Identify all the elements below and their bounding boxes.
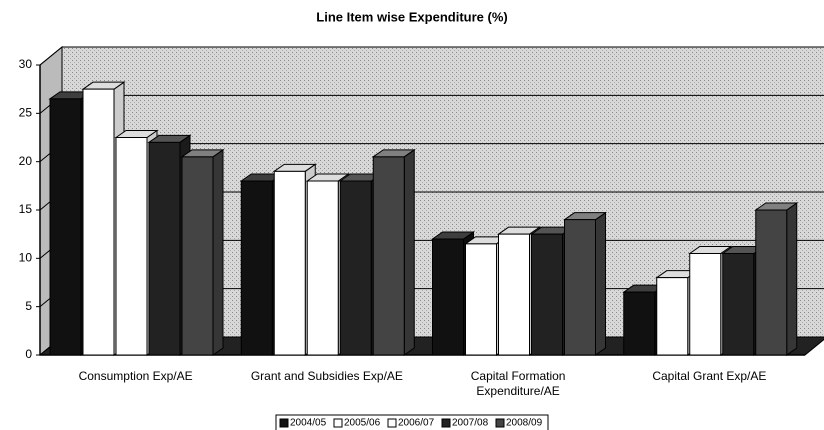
bar-face	[212, 148, 224, 356]
bar-face	[531, 233, 563, 356]
bar	[655, 269, 700, 356]
legend-swatch	[387, 418, 397, 428]
x-tick-label: Consumption Exp/AE	[78, 369, 193, 383]
x-tick-label: Grant and Subsidies Exp/AE	[250, 369, 403, 383]
bar	[754, 202, 799, 356]
bar-face	[656, 277, 689, 356]
x-tick-label: Capital Formation Expenditure/AE	[470, 369, 566, 398]
bar-face	[240, 180, 273, 356]
y-tick-label: 30	[19, 57, 33, 71]
bar-face	[372, 156, 405, 356]
bar-face	[755, 209, 788, 356]
legend-swatch	[279, 418, 289, 428]
bar-face	[465, 243, 497, 356]
bar-face	[82, 88, 115, 356]
bar-face	[689, 253, 722, 356]
bar-face	[432, 238, 464, 356]
y-tick-label: 25	[19, 106, 33, 120]
bar-face	[306, 180, 339, 356]
bar	[562, 211, 608, 356]
bar-face	[498, 233, 530, 356]
legend-swatch	[441, 418, 451, 428]
bar	[180, 148, 225, 356]
grid-line	[39, 46, 824, 66]
bar-face	[403, 148, 415, 356]
legend-label: 2007/08	[452, 418, 489, 429]
bar-face	[623, 291, 656, 356]
bar-face	[148, 141, 181, 356]
chart-title: Line Item wise Expenditure (%)	[316, 9, 507, 24]
bar-face	[273, 170, 306, 356]
y-tick-label: 5	[25, 299, 32, 313]
bar-face	[181, 156, 214, 356]
bar-face	[722, 253, 755, 356]
legend-label: 2005/06	[344, 418, 381, 429]
legend-swatch	[495, 418, 505, 428]
y-tick-label: 20	[19, 154, 33, 168]
legend-label: 2006/07	[398, 418, 435, 429]
bar	[371, 148, 416, 356]
legend-label: 2004/05	[290, 418, 327, 429]
y-tick-label: 15	[19, 202, 33, 216]
bar-face	[49, 98, 82, 356]
bar-face	[115, 137, 148, 356]
bar-face	[786, 202, 798, 356]
bar-face	[564, 219, 596, 356]
y-tick-label: 0	[25, 347, 32, 361]
bar-face	[339, 180, 372, 356]
x-tick-label: Capital Grant Exp/AE	[652, 369, 767, 383]
legend-swatch	[333, 418, 343, 428]
legend-label: 2008/09	[506, 418, 543, 429]
y-tick-label: 10	[19, 251, 33, 265]
legend-box	[275, 414, 549, 430]
bar-face	[595, 211, 606, 356]
